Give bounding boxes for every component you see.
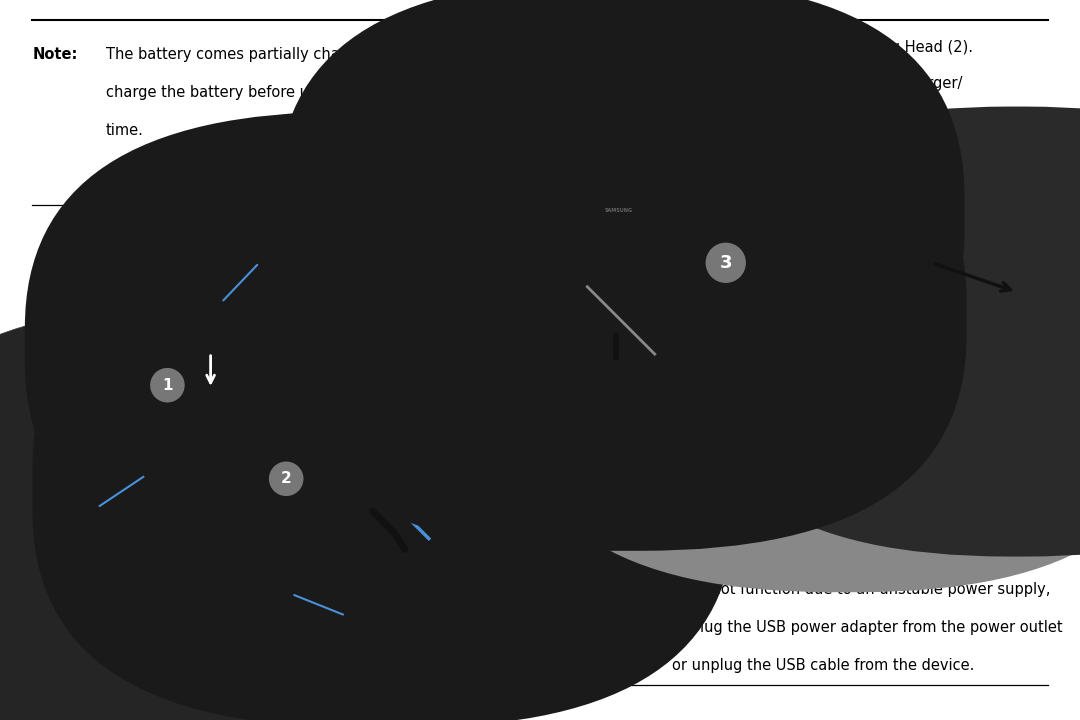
Text: Correct: Correct	[599, 283, 643, 296]
Text: Note:: Note:	[32, 47, 78, 62]
FancyBboxPatch shape	[278, 0, 964, 448]
Ellipse shape	[575, 274, 667, 367]
FancyBboxPatch shape	[171, 292, 251, 363]
FancyBboxPatch shape	[685, 107, 1080, 557]
FancyBboxPatch shape	[0, 306, 564, 720]
Text: SAMSUNG: SAMSUNG	[605, 208, 633, 212]
FancyBboxPatch shape	[706, 334, 838, 393]
Text: time.: time.	[106, 123, 144, 138]
FancyBboxPatch shape	[896, 151, 1058, 356]
FancyBboxPatch shape	[901, 154, 1054, 262]
Text: SAMSUNG: SAMSUNG	[962, 194, 1007, 207]
FancyBboxPatch shape	[139, 399, 293, 537]
Polygon shape	[626, 162, 957, 281]
Text: charge the battery before using your device for the first: charge the battery before using your dev…	[106, 85, 516, 100]
FancyBboxPatch shape	[32, 252, 734, 720]
FancyBboxPatch shape	[278, 84, 967, 551]
Text: After the first charge, you can use the device while: After the first charge, you can use the …	[106, 173, 481, 188]
Text: does not function due to an unstable power supply,: does not function due to an unstable pow…	[672, 582, 1050, 597]
Polygon shape	[189, 432, 243, 475]
Text: Incorrect: Incorrect	[595, 380, 647, 393]
Text: or unplug the USB cable from the device.: or unplug the USB cable from the device.	[672, 658, 974, 673]
Bar	[363, 333, 382, 355]
Text: Outlet Connector: Outlet Connector	[259, 238, 374, 251]
Text: 2: 2	[281, 472, 292, 486]
Bar	[384, 333, 404, 355]
Text: 1.: 1.	[59, 230, 76, 246]
Text: Carefully slide the Outlet Connector into the Charging: Carefully slide the Outlet Connector int…	[113, 230, 563, 246]
Text: Insert the USB cable into the Charging Head (2).: Insert the USB cable into the Charging H…	[618, 40, 973, 55]
Ellipse shape	[575, 176, 667, 270]
Bar	[382, 471, 402, 490]
Text: SAMSUNG: SAMSUNG	[198, 473, 234, 477]
Text: Charging: Charging	[35, 518, 95, 531]
Text: SAMSUNG: SAMSUNG	[754, 354, 791, 363]
Text: The battery comes partially charged. You must fully: The battery comes partially charged. You…	[106, 47, 485, 62]
Text: SAMSUNG: SAMSUNG	[677, 289, 716, 295]
Text: Incorrect: Incorrect	[464, 486, 532, 500]
Polygon shape	[610, 151, 961, 302]
Bar	[365, 471, 384, 490]
Text: 7: 7	[43, 678, 53, 693]
Text: Accessory Port (3).: Accessory Port (3).	[618, 114, 755, 129]
Ellipse shape	[269, 462, 303, 496]
FancyBboxPatch shape	[195, 356, 226, 379]
Text: Warning!: Warning!	[572, 544, 648, 559]
Text: 1: 1	[162, 378, 173, 392]
Text: 3.: 3.	[572, 76, 589, 91]
Ellipse shape	[705, 243, 746, 283]
Text: charging.: charging.	[106, 211, 175, 226]
Ellipse shape	[319, 428, 448, 558]
Text: outlet.: outlet.	[618, 495, 665, 510]
Text: USB Cable: USB Cable	[346, 625, 415, 638]
Text: unplug the USB power adapter from the power outlet: unplug the USB power adapter from the po…	[672, 620, 1063, 635]
Text: Head (1), making sure the connection is secure.: Head (1), making sure the connection is …	[113, 269, 511, 284]
Text: 4.: 4.	[572, 457, 589, 472]
Text: Insert the USB cable into the device’s Charger/: Insert the USB cable into the device’s C…	[618, 76, 962, 91]
Text: While the device is charging, if the touch screen: While the device is charging, if the tou…	[672, 544, 1026, 559]
Ellipse shape	[150, 368, 185, 402]
Ellipse shape	[319, 284, 448, 414]
Text: Head: Head	[48, 551, 82, 564]
Text: 3: 3	[719, 254, 732, 271]
FancyBboxPatch shape	[508, 135, 1080, 592]
Text: Correct: Correct	[464, 342, 521, 356]
FancyBboxPatch shape	[25, 112, 742, 578]
Text: Plug the Charging Head into a standard AC power: Plug the Charging Head into a standard A…	[618, 457, 983, 472]
Text: 2.: 2.	[572, 40, 589, 55]
